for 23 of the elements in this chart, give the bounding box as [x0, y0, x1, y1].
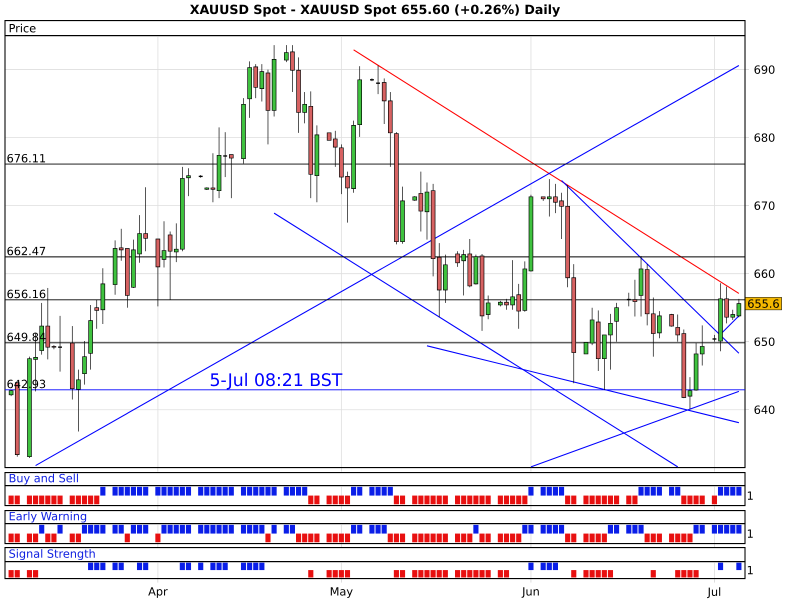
y-tick-label: 690 [754, 66, 774, 74]
ref-line-label: 676.11 [7, 154, 46, 163]
annotation: 655.6 [748, 300, 779, 308]
chart-title: Buy and Sell [10, 474, 78, 485]
x-tick-label: May [330, 588, 353, 598]
x-tick-label: Jun [522, 588, 539, 598]
y-tick-label: 680 [754, 134, 774, 142]
annotation: 5-Jul 08:21 BST [210, 373, 342, 390]
y-tick-label: 650 [754, 338, 774, 346]
text: 1 [748, 566, 753, 574]
chart-title: Signal Strength [9, 549, 95, 560]
x-tick-label: Jul [707, 587, 720, 598]
chart-title: XAUUSD Spot - XAUUSD Spot 655.60 (+0.26%) Daily [190, 4, 560, 17]
chart-title: Early Warning [10, 512, 86, 523]
text: 1 [748, 492, 753, 500]
y-tick-label: 640 [754, 406, 774, 414]
ref-line-label: 662.47 [7, 246, 46, 256]
x-tick-label: Apr [148, 588, 168, 598]
y-tick-label: 670 [754, 202, 774, 210]
y-tick-label: 660 [754, 270, 774, 278]
y-axis-title: Price [10, 24, 36, 33]
text: 1 [748, 530, 753, 538]
ref-line-label: 656.16 [7, 290, 46, 298]
